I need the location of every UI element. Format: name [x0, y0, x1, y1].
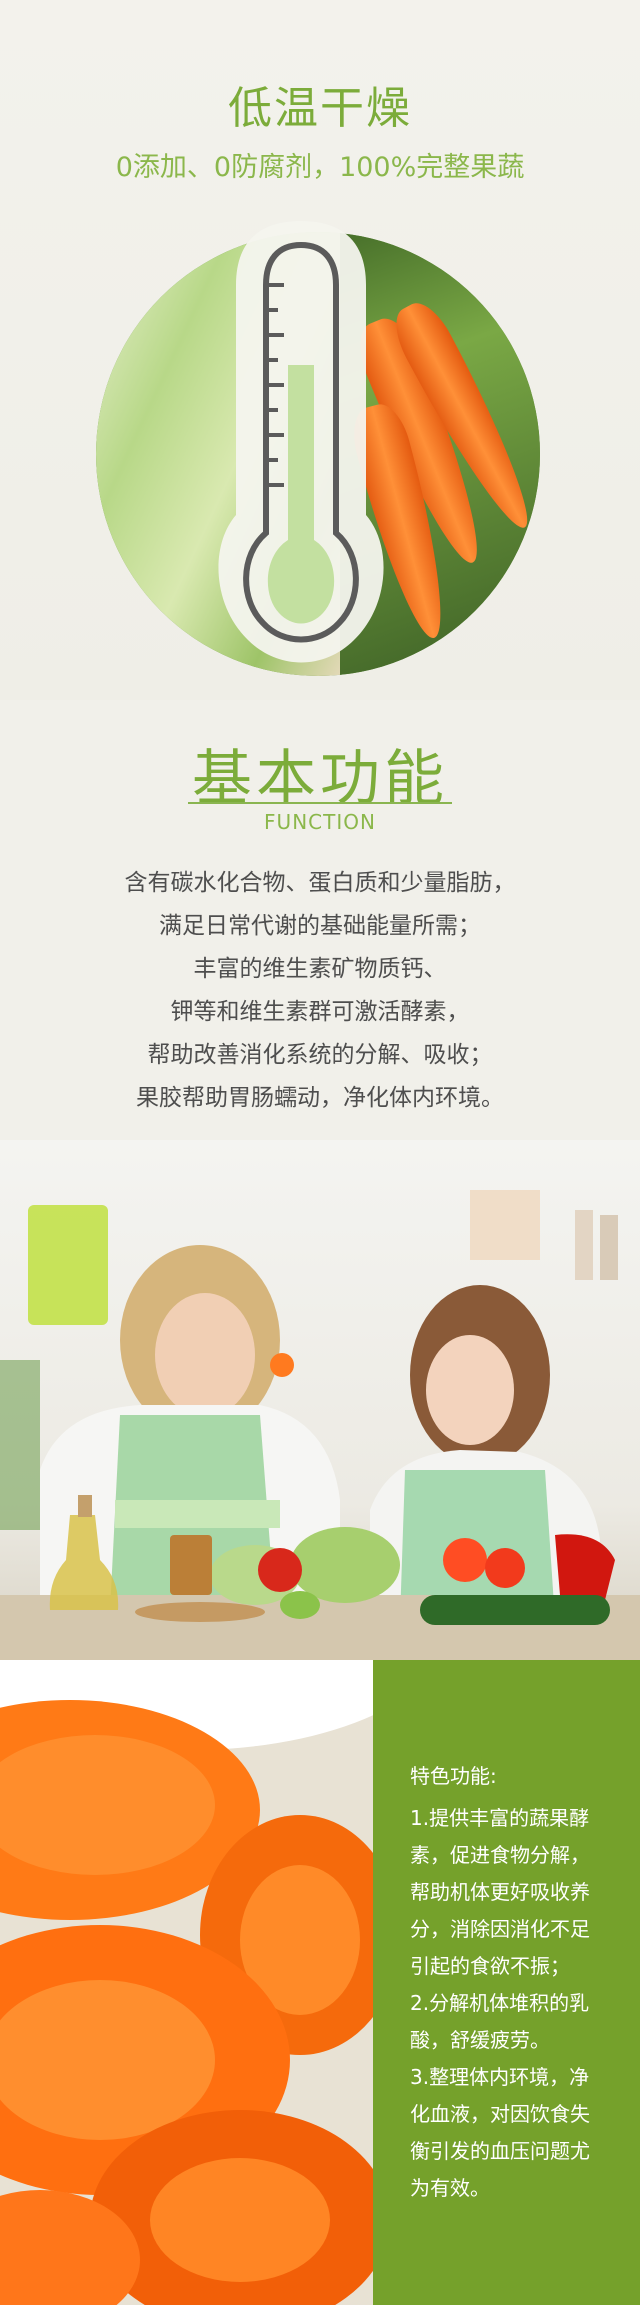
hero-section: 低温干燥 0添加、0防腐剂，100%完整果蔬 [0, 0, 640, 700]
features-title: 特色功能: [410, 1764, 497, 1788]
features-line: 引起的食欲不振； [410, 1954, 570, 1978]
features-line: 为有效。 [410, 2176, 490, 2200]
features-line: 3.整理体内环境，净 [410, 2065, 590, 2089]
hero-title: 低温干燥 [228, 83, 412, 134]
description-line: 钾等和维生素群可激活酵素， [170, 999, 470, 1025]
description-line: 果胶帮助胃肠蠕动，净化体内环境。 [136, 1085, 504, 1111]
thermometer-icon [218, 221, 384, 663]
features-line: 化血液，对因饮食失 [410, 2102, 590, 2126]
features-panel: 特色功能: 1.提供丰富的蔬果酵 素，促进食物分解， 帮助机体更好吸收养 分，消… [373, 1660, 640, 2305]
kitchen-family-photo [0, 1140, 640, 1660]
carrot-slices-photo [0, 1660, 373, 2305]
features-line: 2.分解机体堆积的乳 [410, 1991, 590, 2015]
features-line: 衡引发的血压问题尤 [410, 2139, 590, 2163]
kitchen-scene-illustration [0, 1190, 640, 1660]
function-divider [188, 802, 452, 804]
features-line: 分，消除因消化不足 [410, 1917, 590, 1941]
features-line: 帮助机体更好吸收养 [410, 1880, 590, 1904]
function-subtitle: FUNCTION [264, 810, 376, 834]
features-list: 1.提供丰富的蔬果酵 素，促进食物分解， 帮助机体更好吸收养 分，消除因消化不足… [410, 1800, 620, 2207]
description-line: 帮助改善消化系统的分解、吸收； [147, 1042, 493, 1068]
features-line: 1.提供丰富的蔬果酵 [410, 1806, 590, 1830]
features-line: 酸，舒缓疲劳。 [410, 2028, 550, 2052]
description-line: 丰富的维生素矿物质钙、 [193, 956, 447, 982]
description-line: 满足日常代谢的基础能量所需； [159, 913, 481, 939]
function-description: 含有碳水化合物、蛋白质和少量脂肪， 满足日常代谢的基础能量所需； 丰富的维生素矿… [0, 862, 640, 1120]
features-line: 素，促进食物分解， [410, 1843, 590, 1867]
carrot-slices-illustration [0, 1660, 373, 2305]
description-line: 含有碳水化合物、蛋白质和少量脂肪， [124, 870, 516, 896]
features-section: 特色功能: 1.提供丰富的蔬果酵 素，促进食物分解， 帮助机体更好吸收养 分，消… [0, 1660, 640, 2305]
hero-subtitle: 0添加、0防腐剂，100%完整果蔬 [115, 152, 525, 183]
